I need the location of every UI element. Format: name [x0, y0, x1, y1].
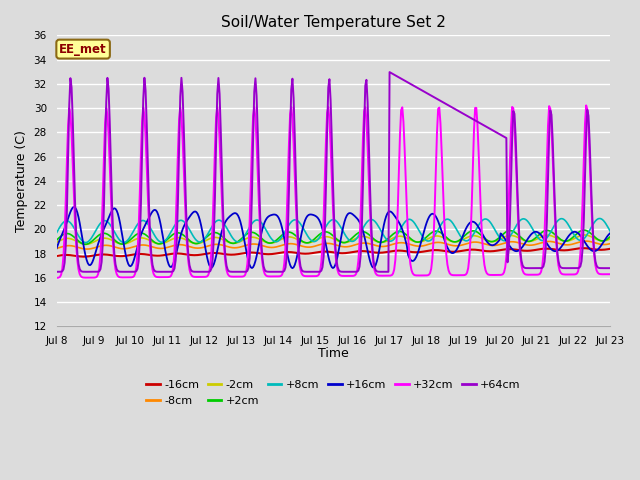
Legend: -16cm, -8cm, -2cm, +2cm, +8cm, +16cm, +32cm, +64cm: -16cm, -8cm, -2cm, +2cm, +8cm, +16cm, +3…	[142, 375, 525, 410]
Title: Soil/Water Temperature Set 2: Soil/Water Temperature Set 2	[221, 15, 446, 30]
Y-axis label: Temperature (C): Temperature (C)	[15, 130, 28, 232]
X-axis label: Time: Time	[318, 348, 349, 360]
Text: EE_met: EE_met	[60, 43, 107, 56]
